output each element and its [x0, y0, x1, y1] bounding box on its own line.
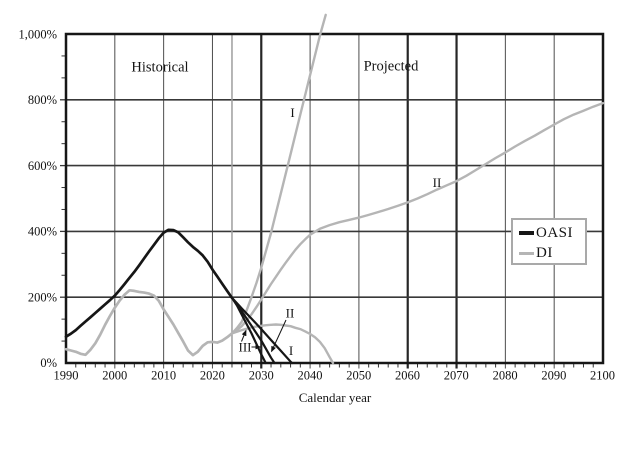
x-tick-label-2100: 2100	[590, 369, 615, 383]
x-tick-label-2060: 2060	[395, 369, 420, 383]
projected-region-label: Projected	[364, 59, 420, 75]
di-line-swatch	[519, 251, 534, 255]
x-tick-label-2040: 2040	[298, 369, 323, 383]
x-tick-label-2070: 2070	[444, 369, 469, 383]
di-alternative-1-label: I	[290, 105, 294, 120]
x-tick-label-2090: 2090	[541, 369, 566, 383]
x-tick-label-1990: 1990	[54, 369, 79, 383]
y-tick-label-600: 600%	[28, 159, 57, 173]
legend-label-oasi: OASI	[536, 224, 574, 241]
x-axis-title: Calendar year	[299, 390, 372, 405]
series-di-historical	[64, 288, 234, 357]
series-di-alternative-ii	[230, 101, 605, 335]
x-tick-label-2030: 2030	[249, 369, 274, 383]
y-tick-label-400: 400%	[28, 225, 57, 239]
y-tick-label-200: 200%	[28, 290, 57, 304]
y-tick-label-800: 800%	[28, 93, 57, 107]
y-tick-label-1000: 1,000%	[18, 28, 57, 42]
di-alternative-2-label: II	[433, 175, 442, 190]
oasi-alternative-1-label: I	[289, 343, 293, 358]
legend-label-di: DI	[536, 244, 553, 261]
series-oasi-alternative-iii	[230, 296, 267, 365]
x-tick-label-2000: 2000	[102, 369, 127, 383]
historical-region-label: Historical	[131, 60, 188, 76]
legend-item-oasi: OASI	[519, 223, 580, 243]
series-di-alternative-i	[230, 13, 327, 335]
oasi-line-swatch	[519, 231, 534, 235]
x-tick-label-2020: 2020	[200, 369, 225, 383]
x-tick-label-2080: 2080	[493, 369, 518, 383]
legend-item-di: DI	[519, 243, 580, 263]
x-tick-label-2010: 2010	[151, 369, 176, 383]
y-tick-label-0: 0%	[40, 356, 57, 370]
legend: OASI DI	[511, 218, 587, 265]
oasi-alternative-2-label: II	[286, 306, 295, 321]
x-tick-label-2050: 2050	[346, 369, 371, 383]
alternative-3-label: III	[239, 340, 252, 355]
series-oasi-historical	[64, 228, 234, 339]
